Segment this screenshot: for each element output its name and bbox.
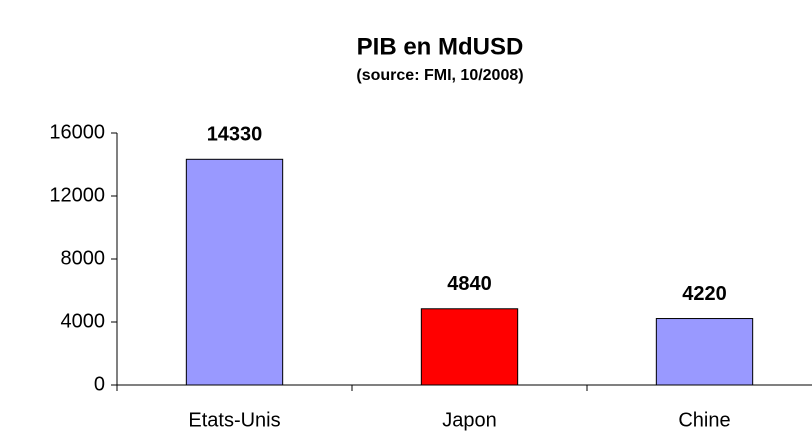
bar	[655, 318, 754, 386]
y-tick-label: 8000	[61, 247, 106, 269]
data-label: 14330	[207, 124, 263, 146]
data-label: 4220	[682, 283, 727, 305]
x-tick-label: Etats-Unis	[188, 409, 280, 431]
bar	[185, 158, 284, 386]
x-tick-label: Chine	[678, 409, 730, 431]
bar	[420, 308, 519, 386]
y-tick-label: 16000	[49, 121, 105, 143]
chart-title: PIB en MdUSD	[357, 33, 524, 60]
x-tick-label: Japon	[442, 409, 497, 431]
y-tick-label: 4000	[61, 310, 106, 332]
chart-subtitle: (source: FMI, 10/2008)	[356, 67, 523, 84]
y-tick-label: 0	[94, 373, 105, 395]
data-label: 4840	[447, 273, 492, 295]
y-tick-label: 12000	[49, 184, 105, 206]
